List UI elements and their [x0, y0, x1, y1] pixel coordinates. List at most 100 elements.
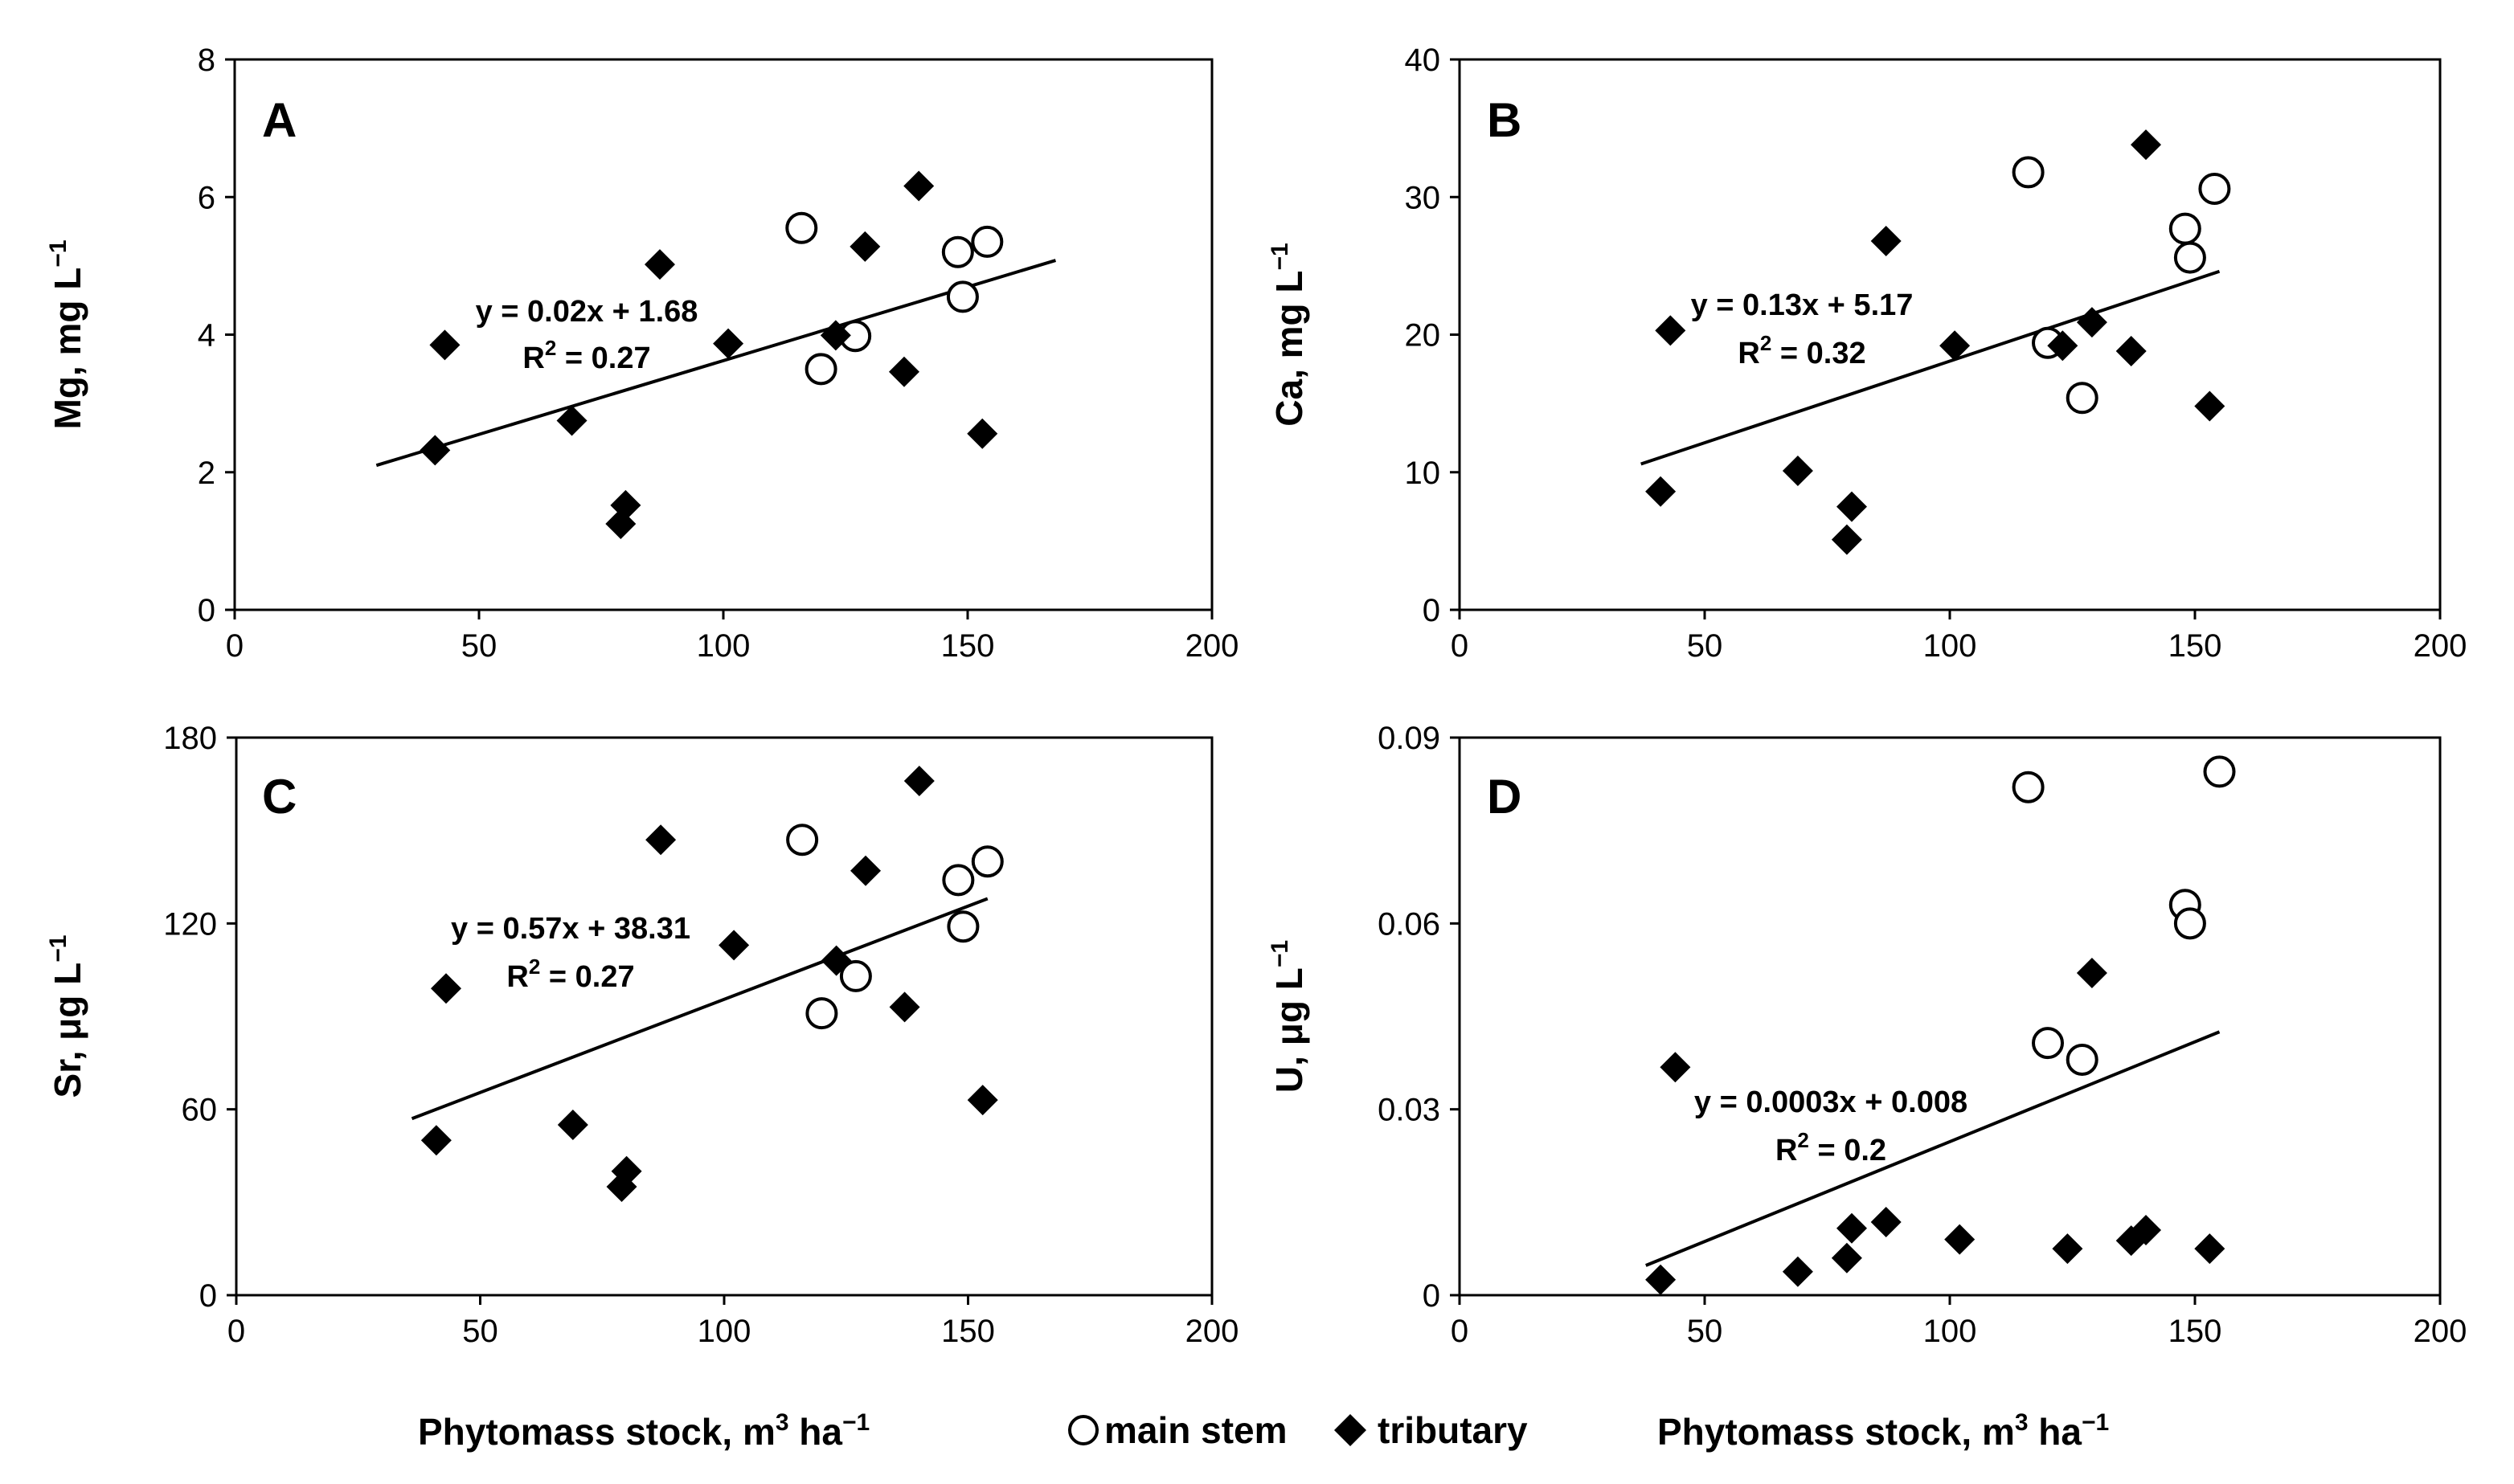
tributary-point [557, 1109, 588, 1140]
tributary-point [850, 855, 882, 886]
y-tick-label: 0.06 [1378, 906, 1440, 942]
panel-label: D [1487, 770, 1521, 824]
tributary-point [967, 418, 998, 449]
x-tick-label: 0 [227, 1314, 245, 1349]
x-axis-label-left: Phytomass stock, m3 ha−1 [418, 1409, 870, 1453]
x-tick-label: 100 [1923, 628, 1977, 664]
r-squared: R2 = 0.2 [1775, 1128, 1886, 1167]
main-stem-point [839, 959, 872, 992]
main-stem-point [946, 280, 979, 313]
tributary-point [2131, 1215, 2161, 1246]
y-tick-label: 10 [1405, 456, 1441, 491]
x-tick-label: 50 [1687, 1314, 1723, 1349]
legend-circle-marker [1068, 1415, 1099, 1445]
tributary-point [2076, 307, 2107, 338]
y-tick-label: 4 [198, 318, 215, 354]
main-stem-point [2066, 382, 2098, 415]
y-tick-label: 20 [1405, 318, 1441, 354]
x-tick-label: 200 [2414, 1314, 2467, 1349]
x-tick-label: 100 [698, 1314, 751, 1349]
y-tick-label: 60 [182, 1093, 218, 1128]
y-tick-label: 120 [163, 906, 217, 942]
plot-frame [235, 736, 1214, 1297]
y-tick-label: 8 [198, 43, 215, 78]
y-tick-label: 2 [198, 456, 215, 491]
main-stem-point [786, 824, 819, 856]
panel-c: 0 50 100 150 200 0 60 120 180 Sr, μg L−1 y = 0.57x… [45, 721, 1239, 1349]
main-stem-point [805, 997, 838, 1030]
panel-a: 0 50 100 150 200 0 2 4 6 8 Mg, mg L−1 y = 0.02x + 1… [45, 43, 1239, 664]
main-stem-point [947, 910, 980, 943]
tributary-point [644, 249, 675, 280]
tributary-point [2115, 336, 2147, 367]
panel-d: 0 50 100 150 200 0 0.03 0.06 0.09 U, μg L−1 y = 0.… [1267, 721, 2467, 1349]
panel-b: 0 50 100 150 200 0 10 20 30 40 Ca, mg L−1 y = 0.13x… [1267, 43, 2467, 664]
tributary-point [429, 329, 461, 361]
x-tick-label: 0 [1451, 1314, 1468, 1349]
main-stem-point [971, 845, 1004, 878]
regression-equation: y = 0.57x + 38.31 [451, 912, 690, 946]
main-stem-point [941, 235, 974, 268]
x-tick-label: 200 [1185, 1314, 1239, 1349]
tributary-point [888, 356, 919, 387]
main-stem-point [2032, 1027, 2064, 1060]
trend-line [1640, 269, 2221, 466]
y-tick-label: 0.03 [1378, 1093, 1440, 1128]
y-axis-label: Mg, mg L−1 [45, 239, 88, 429]
tributary-point [713, 328, 744, 359]
main-stem-point [2203, 755, 2236, 788]
y-tick-label: 40 [1405, 43, 1441, 78]
main-stem-point [971, 225, 1004, 258]
x-tick-label: 50 [1687, 628, 1723, 664]
tributary-point [2076, 958, 2107, 989]
plot-frame [1458, 58, 2442, 611]
x-tick-label: 50 [462, 1314, 498, 1349]
tributary-point [610, 489, 641, 521]
tributary-point [903, 170, 935, 202]
tributary-point [719, 930, 750, 961]
x-tick-label: 200 [1185, 628, 1239, 664]
main-stem-point [805, 353, 837, 386]
main-stem-point [2173, 241, 2206, 274]
tributary-point [1836, 1212, 1867, 1244]
legend-diamond-marker [1334, 1414, 1366, 1446]
tributary-point [2131, 129, 2161, 161]
tributary-point [556, 405, 588, 436]
y-tick-label: 0.09 [1378, 721, 1440, 756]
plot-frame [1458, 736, 2442, 1297]
x-tick-label: 150 [941, 628, 995, 664]
main-stem-point [2198, 172, 2231, 205]
y-tick-label: 0 [199, 1278, 217, 1314]
tributary-point [1836, 491, 1867, 522]
panel-label: B [1487, 93, 1521, 147]
x-tick-label: 200 [2414, 628, 2467, 664]
tributary-point [1944, 1224, 1976, 1255]
tributary-point [645, 824, 677, 856]
main-stem-point [785, 211, 818, 244]
x-tick-label: 150 [941, 1314, 995, 1349]
trend-line [411, 897, 989, 1121]
y-axis-label: U, μg L−1 [1267, 940, 1310, 1093]
tributary-point [2047, 330, 2078, 362]
r-squared: R2 = 0.27 [506, 955, 634, 994]
r-squared: R2 = 0.27 [522, 336, 650, 375]
x-tick-label: 50 [461, 628, 497, 664]
main-stem-point [942, 864, 975, 897]
tributary-point [889, 991, 920, 1023]
tributary-point [420, 435, 451, 466]
y-tick-label: 180 [163, 721, 217, 756]
main-stem-point [2066, 1043, 2098, 1076]
tributary-point [1782, 1256, 1813, 1287]
tributary-point [1645, 476, 1677, 507]
x-tick-label: 0 [1451, 628, 1468, 664]
y-tick-label: 0 [1423, 593, 1440, 628]
tributary-point [1782, 456, 1813, 487]
regression-equation: y = 0.13x + 5.17 [1691, 288, 1914, 322]
x-tick-label: 100 [1923, 1314, 1977, 1349]
tributary-point [420, 1125, 452, 1156]
tributary-point [2194, 390, 2225, 422]
x-tick-label: 150 [2168, 1314, 2222, 1349]
main-stem-point [2012, 156, 2045, 189]
tributary-point [1870, 226, 1902, 257]
r-squared: R2 = 0.32 [1738, 331, 1865, 370]
